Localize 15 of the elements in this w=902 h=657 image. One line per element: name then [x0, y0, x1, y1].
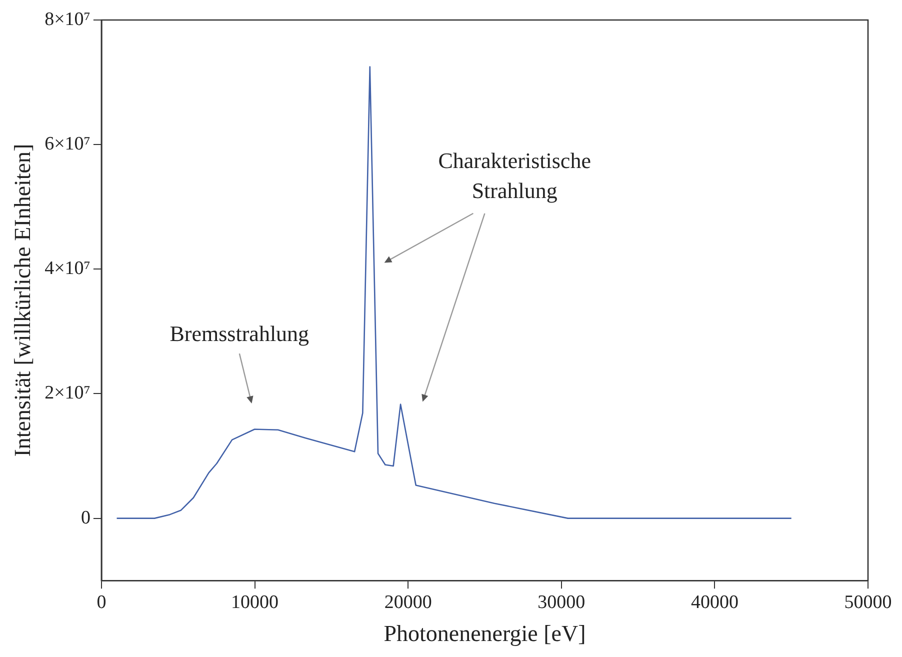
x-tick-label: 30000: [538, 592, 586, 613]
x-tick-label: 0: [96, 592, 106, 613]
x-tick-label: 20000: [384, 592, 432, 613]
x-tick-label: 40000: [690, 592, 738, 613]
annotation: Charakteristische Strahlung: [438, 146, 591, 205]
x-tick-label: 50000: [844, 592, 892, 613]
y-tick-label: 8×10⁷: [44, 8, 90, 30]
x-axis-title: Photonenenergie [eV]: [384, 621, 586, 646]
x-tick-label: 10000: [231, 592, 278, 613]
y-tick-label: 6×10⁷: [44, 134, 90, 155]
y-tick-label: 4×10⁷: [44, 258, 90, 280]
annotation: Bremsstrahlung: [170, 320, 310, 348]
y-tick-label: 2×10⁷: [44, 382, 90, 404]
y-tick-label: 0: [80, 507, 90, 528]
y-axis-title: Intensität [willkürliche EInheiten]: [10, 144, 35, 457]
